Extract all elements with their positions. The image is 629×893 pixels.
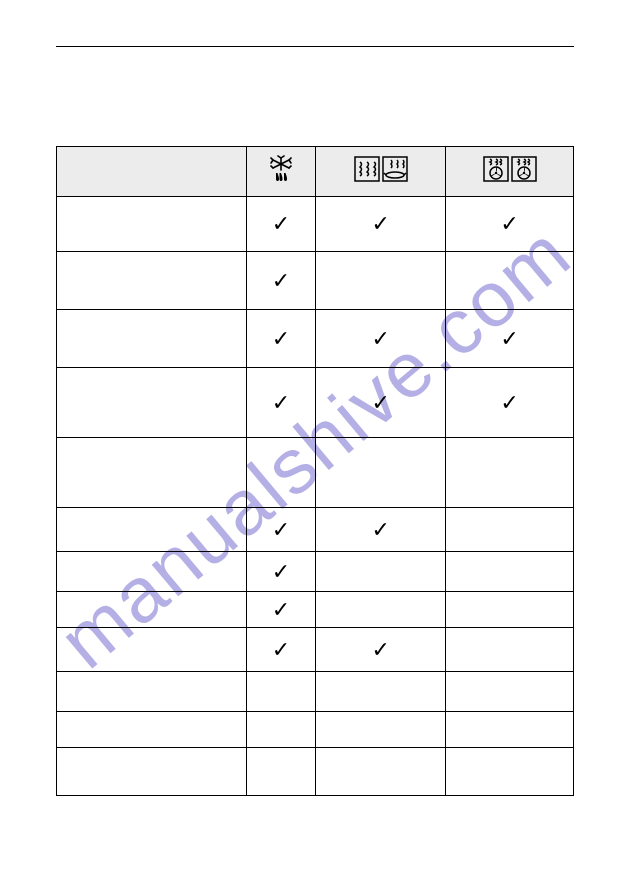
table-row: [57, 748, 574, 796]
cell-b: [316, 252, 446, 310]
check-mark: ✓: [372, 637, 390, 662]
row-label: [57, 310, 247, 368]
row-label: [57, 748, 247, 796]
header-col-a: [246, 147, 316, 197]
feature-table: ✓✓✓✓✓✓✓✓✓✓✓✓✓✓✓✓: [56, 146, 574, 796]
cell-b: [316, 552, 446, 592]
cell-b: [316, 748, 446, 796]
table-row: ✓ ✓ ✓: [57, 368, 574, 438]
check-mark: ✓: [372, 211, 390, 236]
check-mark: ✓: [272, 326, 290, 351]
defrost-icon: [267, 155, 295, 188]
cell-b: ✓: [316, 197, 446, 252]
check-mark: ✓: [272, 211, 290, 236]
table-body: ✓✓✓✓✓✓✓✓✓✓✓✓✓✓✓✓: [57, 197, 574, 796]
check-mark: ✓: [372, 517, 390, 542]
row-label: [57, 438, 247, 508]
steam-icon: [353, 155, 409, 188]
cell-c: [446, 712, 574, 748]
row-label: [57, 368, 247, 438]
cell-a: ✓: [246, 252, 316, 310]
fan-icon: [482, 155, 538, 188]
cell-a: ✓: [246, 592, 316, 628]
cell-b: ✓: [316, 508, 446, 552]
cell-c: [446, 672, 574, 712]
check-mark: ✓: [272, 390, 290, 415]
cell-b: [316, 712, 446, 748]
cell-b: ✓: [316, 628, 446, 672]
cell-b: [316, 438, 446, 508]
row-label: [57, 197, 247, 252]
check-mark: ✓: [372, 326, 390, 351]
cell-b: ✓: [316, 310, 446, 368]
cell-a: ✓: [246, 552, 316, 592]
cell-c: [446, 508, 574, 552]
check-mark: ✓: [272, 559, 290, 584]
table-row: [57, 672, 574, 712]
header-rule: [56, 46, 574, 47]
cell-a: [246, 672, 316, 712]
table-row: ✓ ✓ ✓: [57, 197, 574, 252]
row-label: [57, 672, 247, 712]
table-row: ✓: [57, 592, 574, 628]
header-label-blank: [57, 147, 247, 197]
cell-c: ✓: [446, 197, 574, 252]
check-mark: ✓: [500, 211, 518, 236]
cell-b: ✓: [316, 368, 446, 438]
check-mark: ✓: [372, 390, 390, 415]
table-row: ✓✓: [57, 628, 574, 672]
row-label: [57, 252, 247, 310]
cell-a: ✓: [246, 197, 316, 252]
table-row: ✓: [57, 252, 574, 310]
row-label: [57, 712, 247, 748]
table-header-row: [57, 147, 574, 197]
table-row: [57, 438, 574, 508]
cell-a: ✓: [246, 310, 316, 368]
check-mark: ✓: [272, 517, 290, 542]
cell-c: [446, 552, 574, 592]
cell-c: ✓: [446, 310, 574, 368]
cell-c: [446, 628, 574, 672]
table-row: ✓ ✓ ✓: [57, 310, 574, 368]
check-mark: ✓: [500, 390, 518, 415]
cell-b: [316, 592, 446, 628]
cell-a: ✓: [246, 368, 316, 438]
cell-a: ✓: [246, 628, 316, 672]
row-label: [57, 552, 247, 592]
cell-c: [446, 438, 574, 508]
cell-a: ✓: [246, 508, 316, 552]
row-label: [57, 628, 247, 672]
header-col-c: [446, 147, 574, 197]
check-mark: ✓: [272, 597, 290, 622]
cell-c: [446, 592, 574, 628]
cell-c: ✓: [446, 368, 574, 438]
row-label: [57, 592, 247, 628]
check-mark: ✓: [500, 326, 518, 351]
header-col-b: [316, 147, 446, 197]
check-mark: ✓: [272, 637, 290, 662]
table-row: [57, 712, 574, 748]
cell-a: [246, 438, 316, 508]
cell-a: [246, 748, 316, 796]
check-mark: ✓: [272, 268, 290, 293]
row-label: [57, 508, 247, 552]
cell-b: [316, 672, 446, 712]
cell-a: [246, 712, 316, 748]
table-row: ✓✓: [57, 508, 574, 552]
cell-c: [446, 748, 574, 796]
table-row: ✓: [57, 552, 574, 592]
cell-c: [446, 252, 574, 310]
